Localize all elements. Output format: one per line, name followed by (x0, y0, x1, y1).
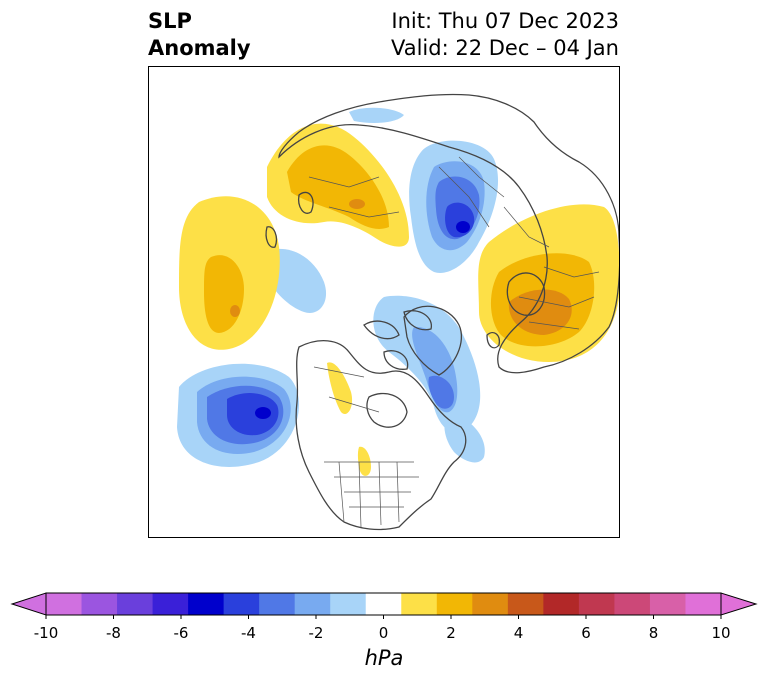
coastlines (265, 93, 619, 531)
colorbar-tick-label: 10 (711, 624, 731, 642)
anomaly-central-us-high (357, 446, 371, 476)
anomaly-europe-high (478, 204, 619, 362)
colorbar-tick-label: -8 (106, 624, 121, 642)
colorbar-segment (188, 593, 225, 615)
colorbar-segment (614, 593, 651, 615)
colorbar-tick-label: 8 (648, 624, 659, 642)
colorbar-segment (507, 593, 544, 615)
colorbar-extend-low (10, 592, 47, 616)
anomaly-north-pacific-low (177, 363, 299, 467)
colorbar-tick-label: -6 (173, 624, 189, 642)
colorbar-tick-label: -10 (33, 624, 59, 642)
colorbar-segment (330, 593, 367, 615)
anomaly-okhotsk-high (179, 196, 280, 350)
anomaly-arctic-weak-low (349, 107, 404, 123)
map-title-line2: Anomaly (148, 36, 251, 60)
colorbar (10, 592, 758, 619)
colorbar-tick-label: -2 (308, 624, 324, 642)
colorbar-segment (436, 593, 473, 615)
anomaly-arctic-low (373, 295, 481, 434)
colorbar-segment (472, 593, 509, 615)
colorbar-segment (649, 593, 686, 615)
colorbar-segment (223, 593, 260, 615)
colorbar-segment (543, 593, 580, 615)
anomaly-map (177, 93, 619, 531)
colorbar-segment (685, 593, 722, 615)
colorbar-tick-label: 4 (513, 624, 524, 642)
colorbar-tick-label: 6 (581, 624, 591, 642)
country-borders (308, 156, 600, 528)
colorbar-extend-high (720, 592, 758, 616)
colorbar-segment (294, 593, 331, 615)
colorbar-tick-label: 2 (446, 624, 456, 642)
map-title: SLP Anomaly (148, 8, 251, 62)
colorbar-tick-label: 0 (378, 624, 389, 642)
map-panel (148, 66, 620, 538)
colorbar-segment (152, 593, 189, 615)
colorbar-segment (365, 593, 402, 615)
forecast-dates: Init: Thu 07 Dec 2023 Valid: 22 Dec – 04… (391, 8, 619, 62)
anomaly-western-canada-high (327, 362, 353, 415)
map-title-line1: SLP (148, 9, 192, 33)
colorbar-segment (259, 593, 296, 615)
colorbar-units: hPa (364, 646, 404, 670)
valid-period: Valid: 22 Dec – 04 Jan (390, 36, 619, 60)
init-date: Init: Thu 07 Dec 2023 (391, 9, 619, 33)
colorbar-tick-label: -4 (241, 624, 256, 642)
colorbar-segment (46, 593, 83, 615)
colorbar-segment (401, 593, 438, 615)
colorbar-segment (578, 593, 615, 615)
colorbar-segment (81, 593, 118, 615)
anomaly-eastern-canada-low (444, 412, 485, 463)
colorbar-segment (117, 593, 154, 615)
